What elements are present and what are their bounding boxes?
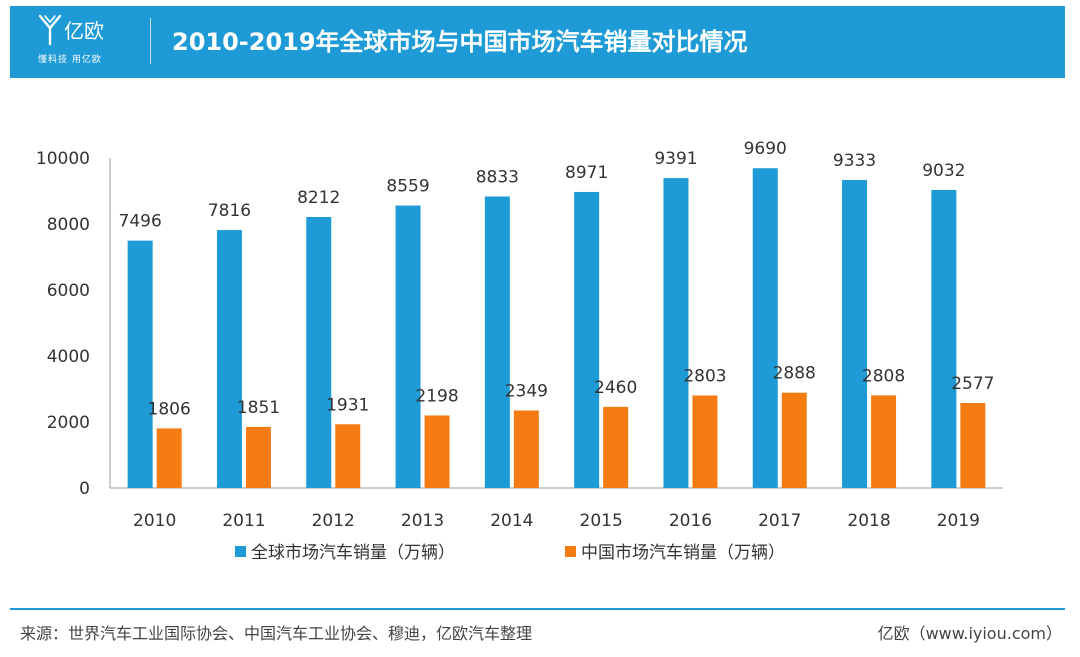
x-tick-label: 2014 (490, 511, 533, 531)
x-tick-label: 2012 (312, 511, 355, 531)
x-tick-label: 2019 (937, 511, 980, 531)
china-sales-value-label: 2888 (773, 364, 816, 384)
y-tick-label: 10000 (36, 149, 90, 169)
brand-logo: 亿欧 懂科技 用亿欧 (38, 14, 128, 72)
global-sales-value-label: 7496 (119, 212, 162, 232)
china-sales-value-label: 2349 (505, 381, 548, 401)
global-sales-value-label: 9690 (744, 139, 787, 159)
global-sales-bar (306, 217, 332, 488)
global-sales-value-label: 8559 (386, 177, 429, 197)
source-note: 来源：世界汽车工业国际协会、中国汽车工业协会、穆迪，亿欧汽车整理 (20, 624, 533, 643)
x-tick-label: 2013 (401, 511, 444, 531)
china-sales-bar (781, 392, 807, 488)
global-sales-value-label: 8833 (476, 168, 519, 188)
china-sales-bar (871, 395, 897, 488)
logo-y-icon (38, 14, 62, 46)
logo-slogan: 懂科技 用亿欧 (38, 55, 102, 65)
y-tick-label: 4000 (47, 347, 90, 367)
footer-divider (10, 608, 1065, 610)
legend-global-swatch (235, 546, 246, 557)
global-sales-value-label: 9032 (922, 161, 965, 181)
china-sales-value-label: 1851 (237, 398, 280, 418)
global-sales-bar (484, 196, 510, 489)
china-sales-bar (960, 402, 986, 488)
site-credit: 亿欧（www.iyiou.com） (877, 624, 1062, 643)
china-sales-value-label: 1931 (326, 395, 369, 415)
global-sales-value-label: 9333 (833, 151, 876, 171)
x-tick-label: 2016 (669, 511, 712, 531)
global-sales-bar (395, 205, 421, 489)
china-sales-value-label: 2460 (594, 378, 637, 398)
china-sales-value-label: 2198 (415, 386, 458, 406)
x-tick-label: 2015 (580, 511, 623, 531)
china-sales-bar (335, 424, 361, 488)
global-sales-value-label: 9391 (654, 149, 697, 169)
logo-name: 亿欧 (64, 19, 104, 43)
x-tick-label: 2017 (758, 511, 801, 531)
china-sales-value-label: 1806 (148, 399, 191, 419)
y-tick-label: 6000 (47, 281, 90, 301)
y-tick-label: 0 (79, 479, 90, 499)
global-sales-bar (663, 178, 689, 489)
china-sales-bar (513, 410, 539, 488)
legend-global-label: 全球市场汽车销量（万辆） (251, 543, 455, 563)
page-title: 2010-2019年全球市场与中国市场汽车销量对比情况 (172, 28, 748, 56)
global-sales-bar (752, 168, 778, 489)
china-sales-value-label: 2808 (862, 366, 905, 386)
y-tick-label: 2000 (47, 413, 90, 433)
header-banner: 亿欧 懂科技 用亿欧 2010-2019年全球市场与中国市场汽车销量对比情况 (10, 6, 1065, 78)
global-sales-bar (216, 230, 242, 488)
global-sales-bar (842, 180, 868, 489)
china-sales-bar (424, 415, 450, 488)
china-sales-bar (156, 428, 182, 488)
china-sales-bar (603, 406, 629, 488)
china-sales-bar (245, 426, 271, 488)
global-sales-value-label: 8971 (565, 163, 608, 183)
china-sales-bar (692, 395, 718, 488)
global-sales-value-label: 8212 (297, 188, 340, 208)
legend-china-swatch (565, 546, 576, 557)
global-sales-bar (931, 189, 957, 488)
y-tick-label: 8000 (47, 215, 90, 235)
china-sales-value-label: 2803 (683, 367, 726, 387)
x-tick-label: 2010 (133, 511, 176, 531)
global-sales-bar (574, 191, 600, 488)
china-sales-value-label: 2577 (951, 374, 994, 394)
legend-china-label: 中国市场汽车销量（万辆） (581, 543, 785, 563)
x-tick-label: 2011 (222, 511, 265, 531)
global-sales-value-label: 7816 (208, 201, 251, 221)
x-tick-label: 2018 (847, 511, 890, 531)
bar-chart: 0 2000 4000 6000 8000 10000 7496 1806 2010 7816 18… (36, 139, 1003, 563)
global-sales-bar (127, 240, 153, 488)
header-divider (150, 18, 151, 64)
